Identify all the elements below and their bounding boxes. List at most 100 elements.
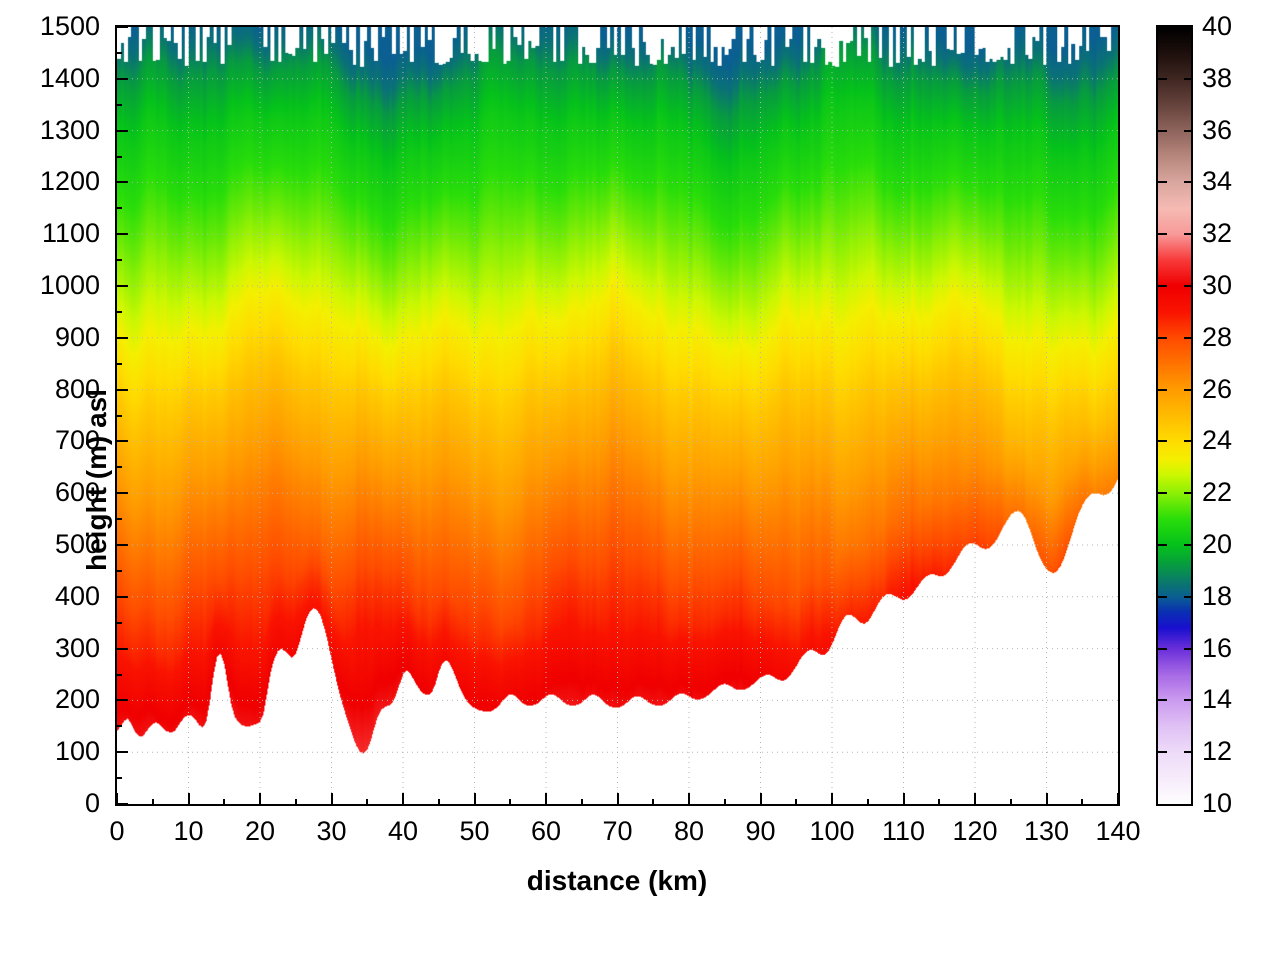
- colorbar-tick: [1184, 544, 1193, 546]
- y-tick-label: 1100: [41, 218, 100, 249]
- colorbar-tick: [1158, 285, 1167, 287]
- y-tick-label: 1000: [39, 270, 100, 300]
- colorbar-tick: [1184, 595, 1193, 598]
- colorbar-tick: [1158, 77, 1167, 80]
- x-tick-major: [259, 793, 261, 806]
- y-tick-minor: [115, 310, 122, 313]
- x-tick-major: [1045, 793, 1048, 806]
- colorbar-tick: [1158, 233, 1167, 236]
- colorbar-tick: [1158, 336, 1167, 339]
- colorbar-tick: [1158, 699, 1167, 702]
- x-tick-minor: [1009, 799, 1012, 806]
- x-tick-label: 30: [316, 816, 347, 846]
- y-tick-minor: [115, 207, 122, 210]
- colorbar-tick: [1158, 544, 1167, 546]
- x-tick-minor: [580, 799, 583, 806]
- y-tick-label: 200: [54, 684, 100, 715]
- colorbar-tick-label: 14: [1202, 684, 1233, 715]
- colorbar-tick: [1184, 129, 1193, 132]
- colorbar-tick-label: 38: [1202, 62, 1233, 93]
- y-tick-minor: [115, 155, 122, 158]
- colorbar-tick-label: 16: [1202, 632, 1233, 663]
- x-tick-label: 120: [952, 816, 998, 846]
- colorbar-tick: [1184, 699, 1193, 702]
- x-tick-major: [116, 793, 118, 806]
- colorbar-tick-label: 34: [1202, 166, 1233, 197]
- y-tick-label: 600: [54, 477, 100, 508]
- y-tick-label: 900: [54, 321, 100, 352]
- y-tick-major: [115, 544, 128, 546]
- x-tick-major: [688, 793, 690, 806]
- x-tick-minor: [294, 799, 297, 806]
- y-tick-major: [115, 440, 128, 443]
- colorbar-tick-label: 32: [1202, 218, 1233, 249]
- y-tick-major: [115, 26, 128, 28]
- colorbar-tick: [1158, 388, 1167, 391]
- x-tick-minor: [652, 799, 655, 806]
- x-tick-label: 140: [1095, 816, 1141, 846]
- y-tick-minor: [115, 621, 122, 624]
- y-tick-label: 1500: [39, 11, 100, 41]
- colorbar-tick-label: 22: [1202, 477, 1233, 508]
- y-tick-major: [115, 751, 128, 754]
- x-tick-label: 40: [387, 816, 419, 846]
- y-tick-label: 1400: [39, 62, 100, 93]
- y-tick-major: [115, 595, 128, 598]
- colorbar-tick: [1158, 751, 1167, 754]
- colorbar-tick: [1158, 492, 1167, 495]
- colorbar-tick-label: 36: [1202, 114, 1233, 145]
- colorbar-tick-label: 12: [1202, 736, 1233, 767]
- x-tick-minor: [366, 799, 369, 806]
- colorbar-tick: [1184, 647, 1193, 650]
- y-tick-major: [115, 492, 128, 495]
- y-tick-minor: [115, 518, 122, 521]
- x-tick-major: [831, 793, 833, 806]
- x-tick-label: 110: [881, 816, 926, 846]
- x-tick-label: 60: [530, 816, 562, 846]
- x-tick-label: 130: [1023, 816, 1070, 846]
- x-tick-minor: [509, 799, 512, 806]
- y-tick-major: [115, 181, 128, 184]
- colorbar-tick: [1184, 285, 1193, 287]
- x-tick-minor: [938, 799, 941, 806]
- plot-gridlines: [117, 27, 1118, 804]
- y-tick-major: [115, 336, 128, 339]
- y-tick-minor: [115, 777, 122, 780]
- colorbar-tick-label: 40: [1202, 11, 1233, 41]
- colorbar-tick: [1158, 129, 1167, 132]
- colorbar-tick-label: 28: [1202, 321, 1233, 352]
- y-tick-minor: [115, 259, 122, 262]
- x-tick-label: 100: [809, 816, 855, 846]
- colorbar-tick-label: 10: [1202, 788, 1233, 818]
- x-tick-major: [902, 793, 905, 806]
- y-tick-label: 800: [54, 373, 100, 404]
- x-tick-label: 50: [459, 816, 490, 846]
- colorbar-tick: [1184, 77, 1193, 80]
- colorbar: [1156, 25, 1193, 806]
- x-tick-major: [545, 793, 547, 806]
- y-tick-major: [115, 77, 128, 80]
- y-tick-minor: [115, 673, 122, 676]
- colorbar-tick: [1184, 181, 1193, 184]
- colorbar-tick: [1158, 647, 1167, 650]
- x-tick-major: [1117, 793, 1119, 806]
- y-tick-minor: [115, 362, 122, 365]
- x-tick-major: [330, 793, 333, 806]
- y-tick-label: 400: [54, 580, 100, 611]
- colorbar-tick-label: 26: [1202, 373, 1233, 404]
- y-tick-minor: [115, 103, 122, 106]
- y-tick-label: 700: [54, 425, 100, 456]
- y-axis-title: height (m) asl: [81, 388, 113, 572]
- y-tick-major: [115, 803, 128, 805]
- x-tick-label: 20: [244, 816, 276, 846]
- x-tick-minor: [723, 799, 726, 806]
- colorbar-tick: [1184, 233, 1193, 236]
- x-tick-major: [187, 793, 190, 806]
- y-tick-label: 0: [84, 788, 100, 818]
- x-axis-title: distance (km): [526, 865, 708, 896]
- colorbar-tick: [1158, 440, 1167, 443]
- colorbar-tick-label: 30: [1202, 270, 1233, 300]
- x-tick-major: [473, 793, 476, 806]
- colorbar-gradient: [1158, 27, 1191, 804]
- y-tick-minor: [115, 725, 122, 728]
